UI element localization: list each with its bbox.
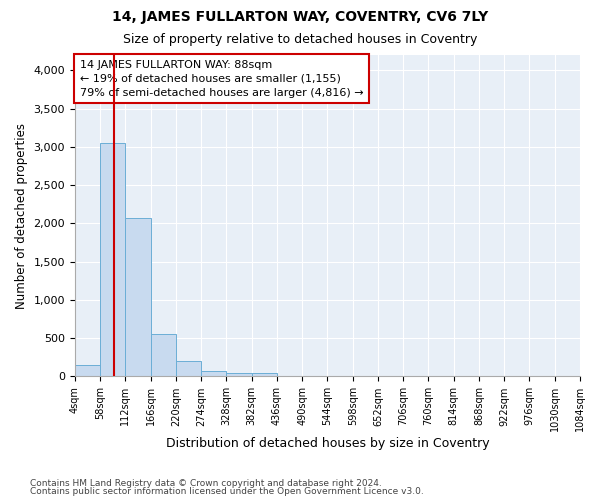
Text: Contains public sector information licensed under the Open Government Licence v3: Contains public sector information licen… xyxy=(30,487,424,496)
Bar xyxy=(100,143,125,376)
Bar xyxy=(75,365,100,376)
Bar xyxy=(251,372,277,376)
Y-axis label: Number of detached properties: Number of detached properties xyxy=(15,122,28,308)
Text: 14 JAMES FULLARTON WAY: 88sqm
← 19% of detached houses are smaller (1,155)
79% o: 14 JAMES FULLARTON WAY: 88sqm ← 19% of d… xyxy=(80,60,364,98)
Bar xyxy=(176,361,201,376)
Bar xyxy=(125,218,151,376)
X-axis label: Distribution of detached houses by size in Coventry: Distribution of detached houses by size … xyxy=(166,437,489,450)
Text: Contains HM Land Registry data © Crown copyright and database right 2024.: Contains HM Land Registry data © Crown c… xyxy=(30,478,382,488)
Text: 14, JAMES FULLARTON WAY, COVENTRY, CV6 7LY: 14, JAMES FULLARTON WAY, COVENTRY, CV6 7… xyxy=(112,10,488,24)
Bar xyxy=(201,371,226,376)
Bar xyxy=(226,372,251,376)
Bar xyxy=(151,334,176,376)
Text: Size of property relative to detached houses in Coventry: Size of property relative to detached ho… xyxy=(123,32,477,46)
